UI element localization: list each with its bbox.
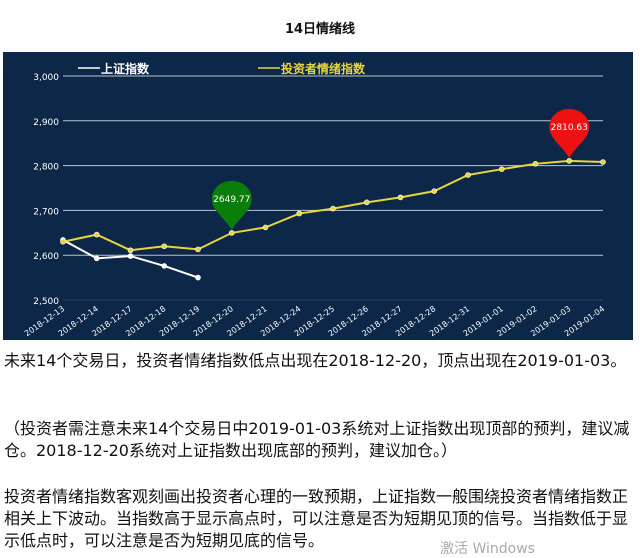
data-point [532,161,539,167]
line-chart: 2,5002,6002,7002,8002,9003,0002018-12-13… [23,61,606,338]
data-point [195,274,201,281]
data-point [431,188,438,194]
data-point [600,159,606,165]
data-point [330,205,336,212]
marker-pin [211,180,252,230]
data-point [228,230,235,236]
series-line [62,159,604,252]
data-point [566,158,573,164]
data-point [93,231,100,238]
legend-label: 投资者情绪指数 [281,61,366,76]
explanation-paragraph: 投资者情绪指数客观刻画出投资者心理的一致预期，上证指数一般围绕投资者情绪指数正相… [4,487,629,550]
chart-title: 14日情绪线 [284,22,356,37]
data-point [127,253,134,259]
y-tick-label: 3,000 [33,73,59,83]
advice-paragraph: （投资者需注意未来14个交易日中2019-01-03系统对上证指数出现顶部的预判… [4,419,630,460]
data-point [60,238,66,245]
windows-watermark: 激活 Windows [440,541,535,557]
y-tick-label: 2,900 [33,118,59,128]
data-point [262,224,269,231]
data-point [195,246,201,253]
data-point [363,199,370,206]
marker-label: 2649.77 [213,195,250,205]
data-point [93,255,100,262]
legend-label: 上证指数 [101,61,150,76]
data-point [127,247,134,254]
data-point [161,243,168,250]
data-point [465,172,471,178]
y-tick-label: 2,500 [33,297,59,307]
y-tick-label: 2,700 [33,207,59,217]
chart-panel: 2,500 2,600 2,700 2,800 2,900 3,000 2018-12-13… [3,52,633,340]
data-point [296,210,303,217]
data-point [397,194,404,201]
data-point [498,166,505,172]
marker-label: 2810.63 [551,123,588,133]
summary-paragraph: 未来14个交易日，投资者情绪指数低点出现在2018-12-20，顶点出现在201… [4,351,627,370]
y-tick-label: 2,800 [33,163,59,173]
marker-pin [549,108,590,158]
data-point [161,263,168,269]
y-tick-label: 2,600 [33,252,59,262]
